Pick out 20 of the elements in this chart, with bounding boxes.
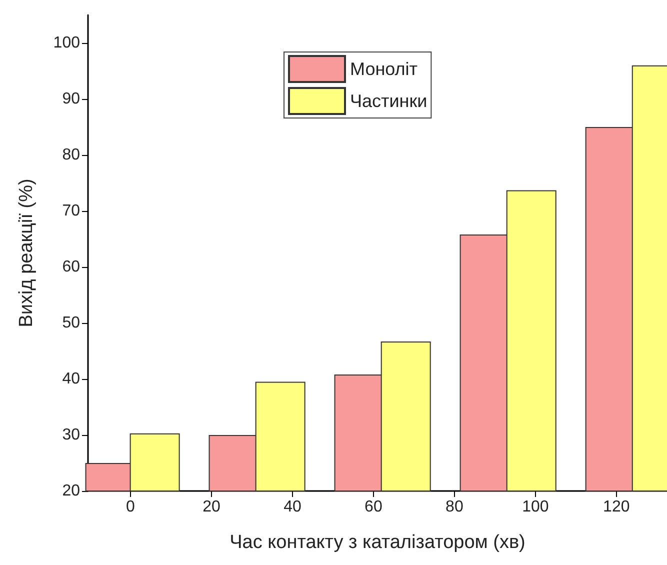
y-tick-label: 20 — [62, 482, 80, 500]
y-tick-label: 40 — [62, 370, 80, 388]
y-tick-label: 100 — [53, 34, 80, 52]
x-tick-label: 40 — [284, 498, 302, 516]
y-tick-label: 70 — [62, 202, 80, 220]
x-tick-label: 0 — [126, 498, 136, 516]
y-tick-label: 90 — [62, 90, 80, 108]
y-tick-label: 50 — [62, 314, 80, 332]
y-tick-label: 80 — [62, 146, 80, 164]
legend-label: Моноліт — [350, 59, 418, 79]
x-tick-label: 100 — [522, 498, 549, 516]
x-tick-label: 20 — [202, 498, 220, 516]
x-tick-label: 80 — [446, 498, 464, 516]
y-tick-label: 60 — [62, 258, 80, 276]
y-axis-title: Вихід реакції (%) — [16, 178, 37, 328]
x-axis-title: Час контакту з каталізатором (хв) — [230, 532, 526, 553]
x-tick-label: 120 — [603, 498, 630, 516]
legend-label: Частинки — [350, 91, 428, 111]
y-tick-label: 30 — [62, 426, 80, 444]
x-tick-label: 60 — [364, 498, 382, 516]
